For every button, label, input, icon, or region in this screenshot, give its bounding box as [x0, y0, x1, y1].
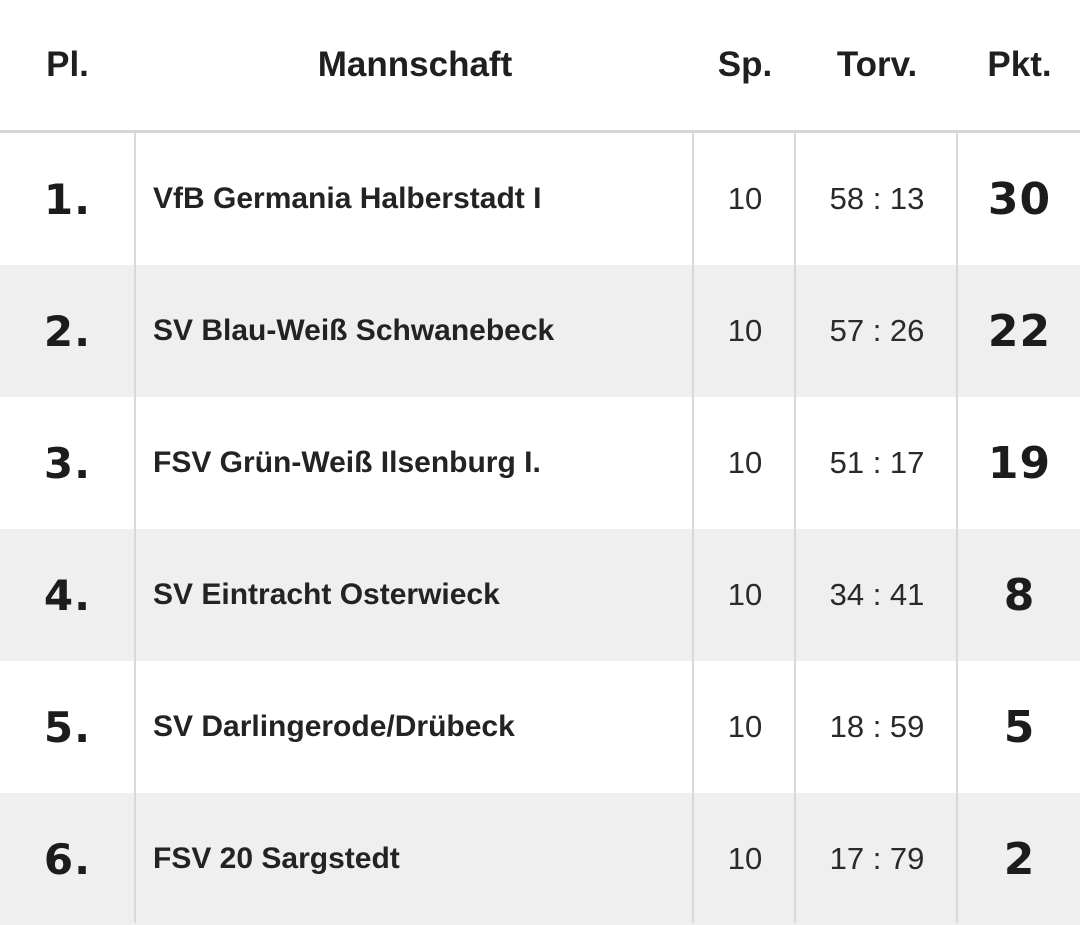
row-points: 8 — [1003, 569, 1036, 621]
table-row[interactable]: 2. SV Blau-Weiß Schwanebeck 10 57 : 26 2… — [0, 265, 1080, 397]
row-place: 2. — [43, 306, 92, 356]
header-place[interactable]: Pl. — [46, 45, 89, 84]
row-games-played: 10 — [727, 313, 763, 348]
column-divider — [794, 133, 796, 923]
row-points: 5 — [1003, 701, 1036, 753]
header-team[interactable]: Mannschaft — [317, 45, 513, 84]
row-points: 19 — [987, 437, 1052, 489]
header-points[interactable]: Pkt. — [987, 45, 1052, 84]
row-team-name[interactable]: SV Blau-Weiß Schwanebeck — [153, 314, 555, 347]
table-row[interactable]: 5. SV Darlingerode/Drübeck 10 18 : 59 5 — [0, 661, 1080, 793]
column-divider — [692, 133, 694, 923]
row-place: 6. — [43, 834, 92, 884]
table-row[interactable]: 1. VfB Germania Halberstadt I 10 58 : 13… — [0, 133, 1080, 265]
row-team-name[interactable]: SV Darlingerode/Drübeck — [153, 710, 515, 743]
row-points: 30 — [987, 173, 1052, 225]
row-team-name[interactable]: FSV 20 Sargstedt — [153, 842, 400, 875]
row-goal-ratio: 51 : 17 — [829, 445, 925, 480]
row-place: 1. — [43, 174, 92, 224]
row-goal-ratio: 58 : 13 — [829, 181, 925, 216]
header-goals[interactable]: Torv. — [836, 45, 918, 84]
row-goal-ratio: 34 : 41 — [829, 577, 925, 612]
row-games-played: 10 — [727, 445, 763, 480]
row-team-name[interactable]: VfB Germania Halberstadt I — [153, 182, 542, 215]
row-points: 2 — [1003, 833, 1036, 885]
table-row[interactable]: 6. FSV 20 Sargstedt 10 17 : 79 2 — [0, 793, 1080, 925]
row-games-played: 10 — [727, 181, 763, 216]
table-row[interactable]: 4. SV Eintracht Osterwieck 10 34 : 41 8 — [0, 529, 1080, 661]
row-goal-ratio: 18 : 59 — [829, 709, 925, 744]
row-games-played: 10 — [727, 577, 763, 612]
row-team-name[interactable]: SV Eintracht Osterwieck — [153, 578, 500, 611]
column-divider — [134, 133, 136, 923]
header-games[interactable]: Sp. — [717, 45, 773, 84]
row-goal-ratio: 57 : 26 — [829, 313, 925, 348]
row-points: 22 — [987, 305, 1052, 357]
row-games-played: 10 — [727, 841, 763, 876]
row-place: 3. — [43, 438, 92, 488]
row-place: 5. — [43, 702, 92, 752]
table-row[interactable]: 3. FSV Grün-Weiß Ilsenburg I. 10 51 : 17… — [0, 397, 1080, 529]
row-place: 4. — [43, 570, 92, 620]
row-team-name[interactable]: FSV Grün-Weiß Ilsenburg I. — [153, 446, 541, 479]
table-header: Pl. Mannschaft Sp. Torv. Pkt. — [0, 0, 1080, 133]
row-goal-ratio: 17 : 79 — [829, 841, 925, 876]
column-divider — [956, 133, 958, 923]
row-games-played: 10 — [727, 709, 763, 744]
table-body: 1. VfB Germania Halberstadt I 10 58 : 13… — [0, 133, 1080, 925]
